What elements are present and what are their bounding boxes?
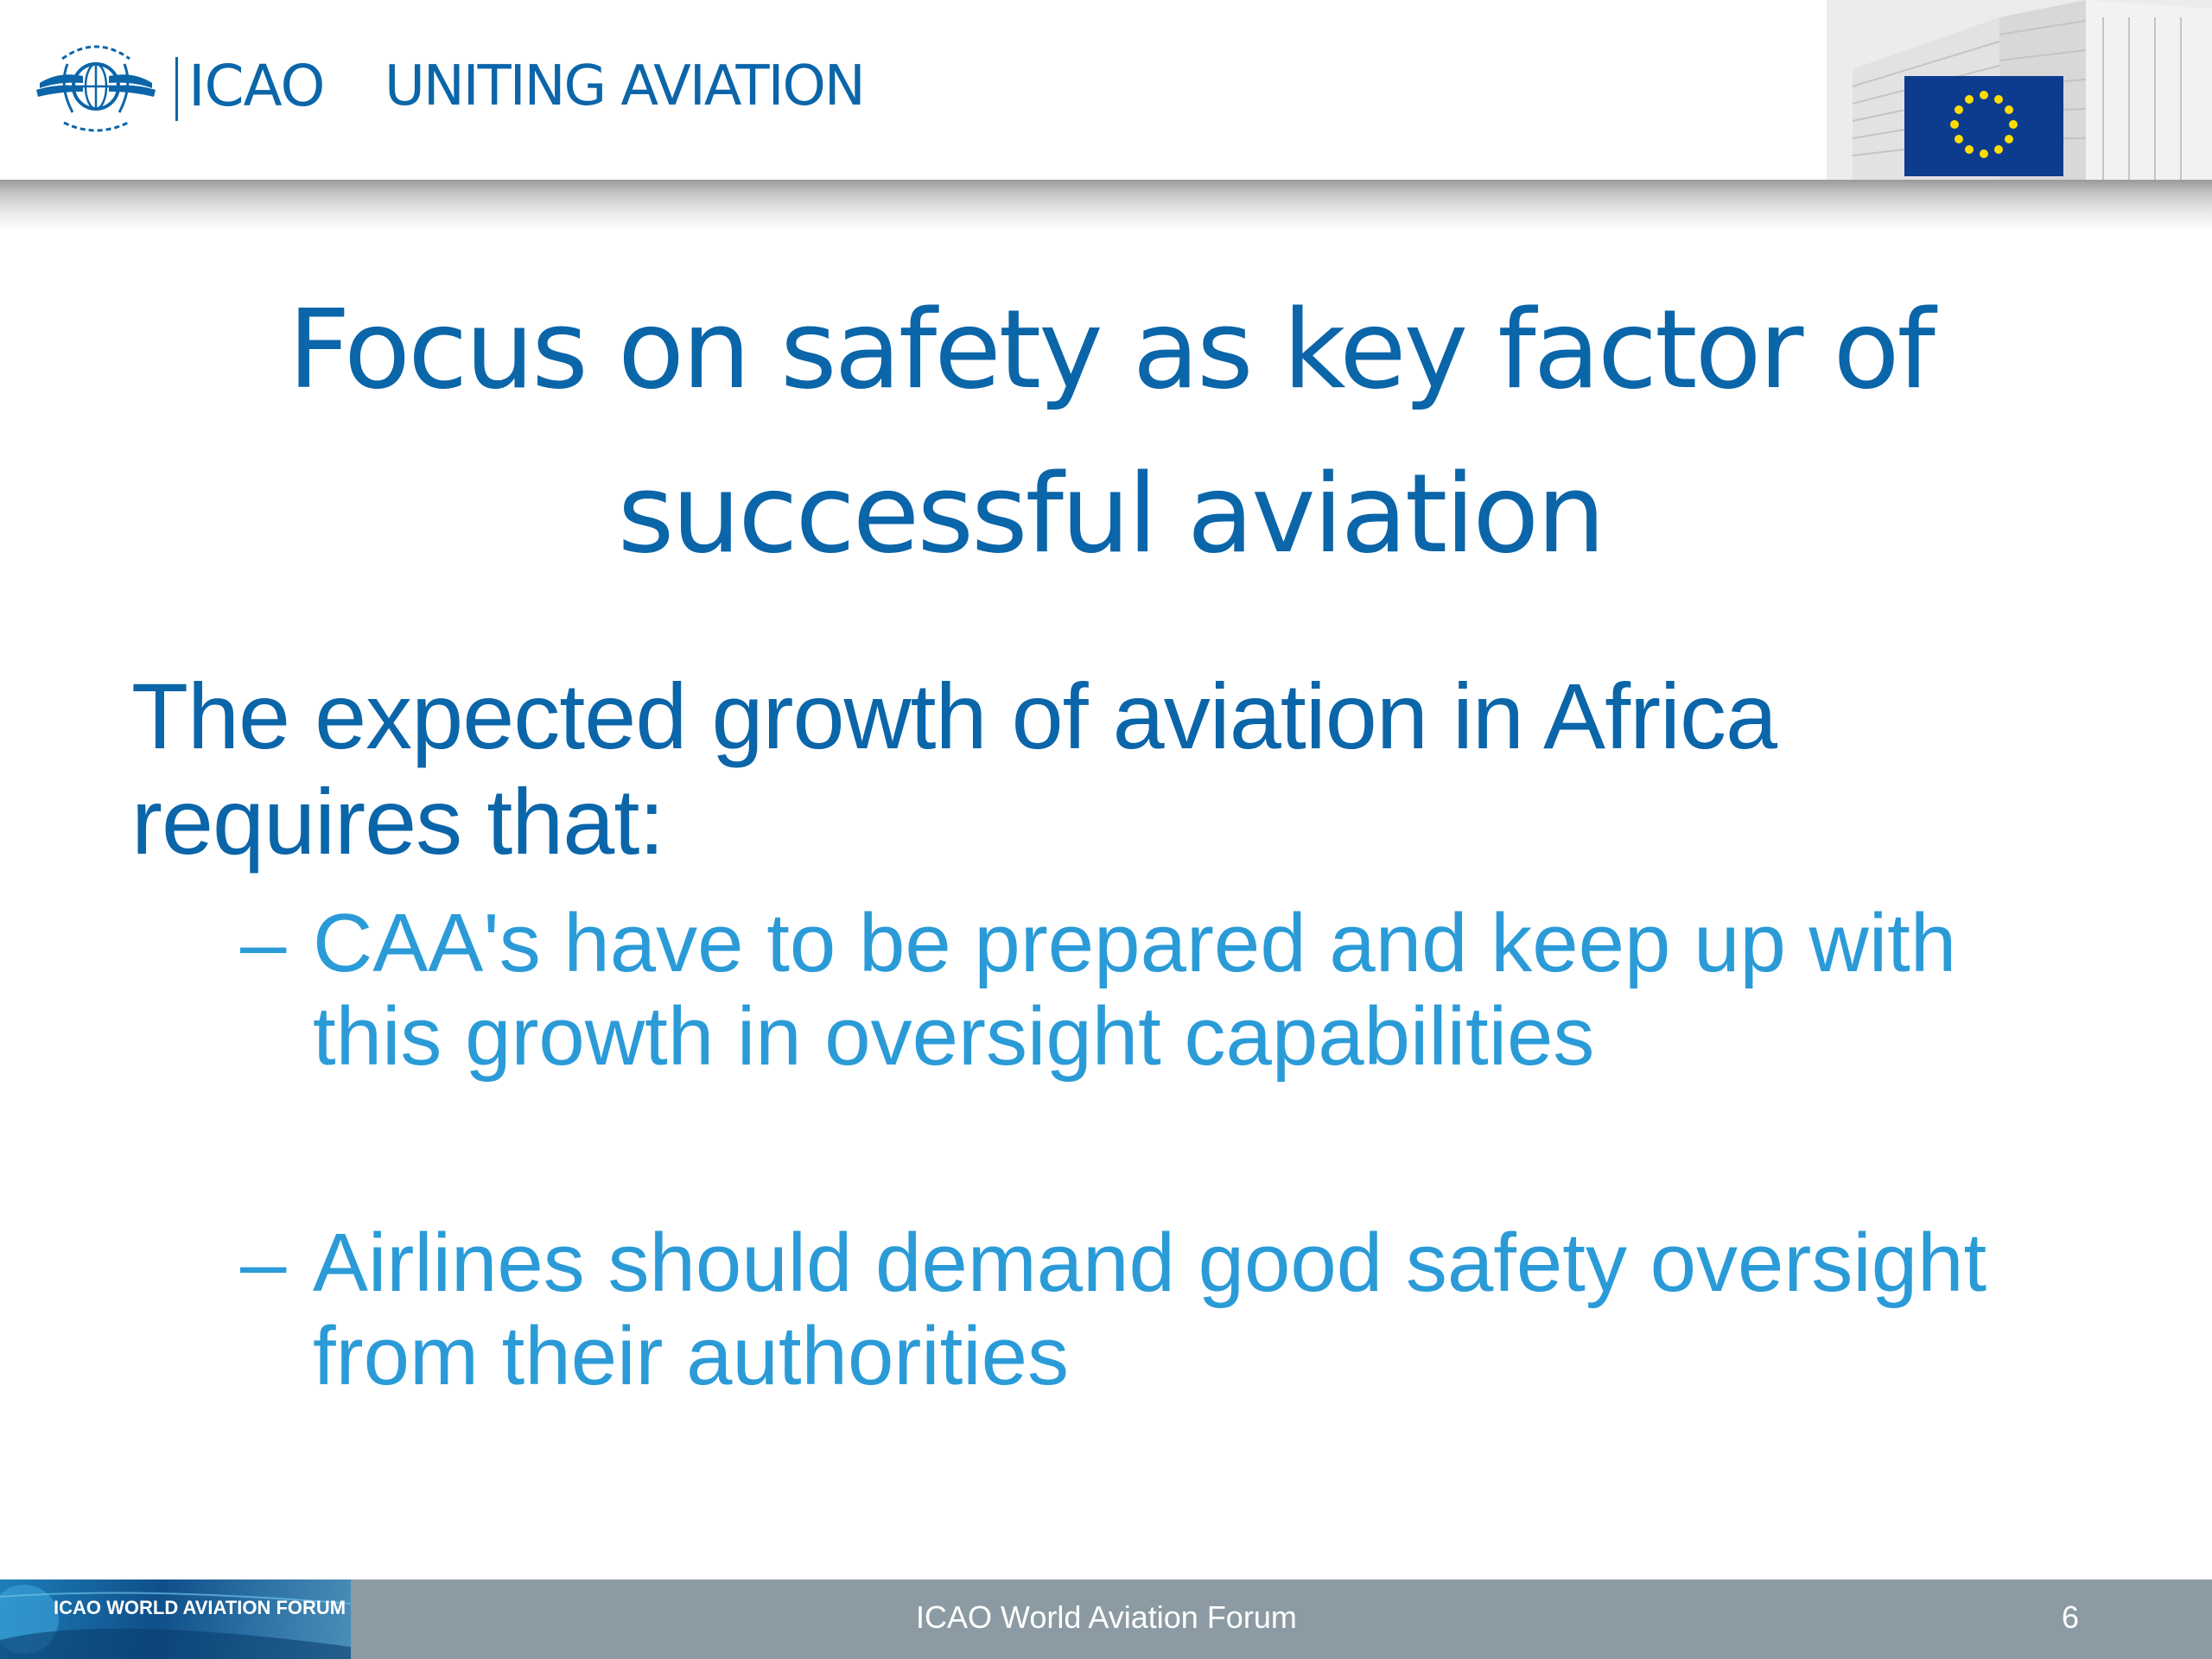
brand-tagline: UNITING AVIATION xyxy=(385,54,866,118)
forum-logo-text: ICAO WORLD AVIATION FORUM xyxy=(54,1597,346,1618)
icao-emblem-icon xyxy=(36,45,156,132)
slide-title-line-1: Focus on safety as key factor of xyxy=(288,286,1936,413)
bullet-dash: – xyxy=(240,897,287,989)
forum-globe-icon xyxy=(0,1585,351,1659)
slide-title-line-2: successful aviation xyxy=(617,450,1605,577)
slide-header: ICAO UNITING AVIATION xyxy=(0,0,2212,180)
brand-name: ICAO xyxy=(188,53,325,119)
forum-logo: ICAO WORLD AVIATION FORUM xyxy=(0,1580,351,1659)
slide-title: Focus on safety as key factor of success… xyxy=(104,268,2117,596)
eu-building-photo xyxy=(1827,0,2212,180)
intro-line-2: requires that: xyxy=(131,769,664,874)
slide-footer: ICAO WORLD AVIATION FORUM ICAO World Avi… xyxy=(0,1580,2212,1659)
header-shadow xyxy=(0,180,2212,230)
intro-paragraph: The expected growth of aviation in Afric… xyxy=(131,664,2110,874)
eu-flag-icon xyxy=(1904,76,2063,176)
bullet-line-2: this growth in oversight capabilities xyxy=(313,990,1595,1083)
intro-line-1: The expected growth of aviation in Afric… xyxy=(131,664,1777,768)
bullet-item: – CAA's have to be prepared and keep up … xyxy=(240,897,2124,1084)
bullet-text: CAA's have to be prepared and keep up wi… xyxy=(313,897,2124,1084)
footer-title: ICAO World Aviation Forum xyxy=(916,1599,1297,1635)
bullet-line-1: CAA's have to be prepared and keep up wi… xyxy=(313,897,1957,989)
bullet-line-2: from their authorities xyxy=(313,1310,1070,1402)
brand-divider xyxy=(175,57,178,121)
bullet-line-1: Airlines should demand good safety overs… xyxy=(313,1217,1987,1309)
page-number: 6 xyxy=(2062,1599,2080,1635)
bullet-dash: – xyxy=(240,1217,287,1309)
bullet-text: Airlines should demand good safety overs… xyxy=(313,1217,2124,1403)
bullet-item: – Airlines should demand good safety ove… xyxy=(240,1217,2124,1403)
